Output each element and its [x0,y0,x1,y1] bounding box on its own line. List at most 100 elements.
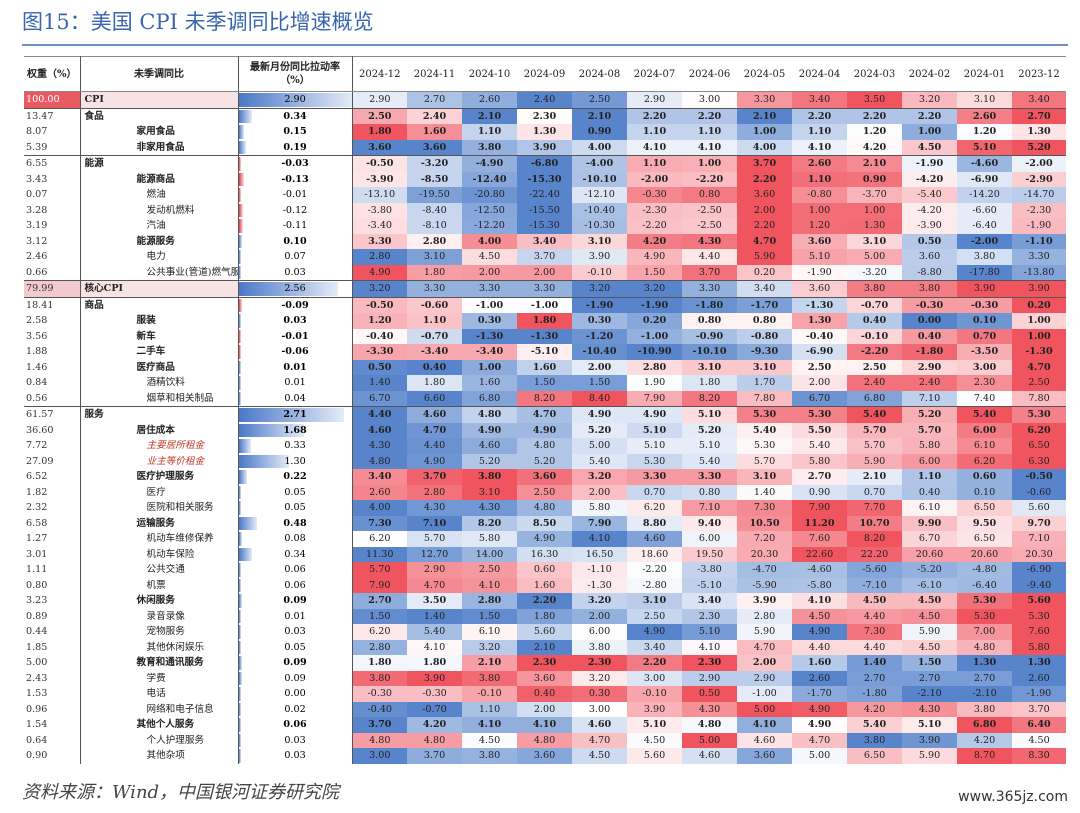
value-cell: 2.10 [462,655,517,671]
pull-bar [238,501,241,515]
item-name-cell: 居住成本 [80,422,239,438]
value-cell: 3.30 [517,280,572,297]
value-cell: -1.00 [462,296,517,313]
pull-cell: 0.07 [238,249,353,265]
value-cell: -0.40 [352,328,407,344]
pull-bar [238,609,241,623]
value-cell: 2.00 [462,264,517,281]
item-name-cell: 录音录像 [80,608,239,624]
value-cell: 0.90 [792,484,847,500]
pull-value: 0.03 [284,750,306,761]
table-row: 0.66公共事业(管道)燃气服务0.034.901.802.002.00-0.1… [24,264,1066,281]
value-cell: 1.10 [792,171,847,187]
pull-bar [238,671,242,685]
value-cell: 5.70 [737,453,792,469]
value-cell: 2.00 [737,655,792,671]
value-cell: 7.90 [572,515,627,531]
value-cell: -1.90 [902,155,957,172]
item-name-cell: 其他杂项 [80,748,239,764]
item-name-cell: 服务 [80,406,239,423]
pull-cell: 0.03 [238,264,353,281]
value-cell: 4.50 [902,593,957,609]
value-cell: 2.50 [572,91,627,108]
table-row: 0.89 录音录像 0.01 1.50 1.40 1.50 1.80 2.00 2.50 2.30… [24,608,1066,624]
value-cell: 2.90 [352,91,407,108]
value-cell: 3.20 [352,280,407,297]
item-name-cell: 新车 [80,328,239,344]
value-cell: 2.70 [957,670,1012,686]
value-cell: 7.20 [737,531,792,547]
pull-value: 2.90 [284,94,306,105]
value-cell: 1.30 [792,313,847,329]
value-cell: 2.90 [737,670,792,686]
pull-cell: 1.30 [238,453,353,469]
table-row: 3.56 新车 -0.01 -0.40 -0.70 -1.30 -1.30 -1.20 -1.0… [24,328,1066,344]
value-cell: 20.30 [1012,546,1066,562]
value-cell: 2.80 [462,593,517,609]
value-cell: 2.00 [517,264,572,281]
value-cell: 1.10 [407,313,462,329]
value-cell: 4.10 [462,577,517,593]
weight-cell: 1.88 [24,344,81,360]
value-cell: 4.60 [572,717,627,733]
value-cell: -1.00 [737,686,792,702]
value-cell: 1.10 [792,124,847,140]
value-cell: 7.30 [352,515,407,531]
value-cell: 0.40 [902,484,957,500]
value-cell: 6.80 [847,390,902,407]
value-cell: 7.80 [1012,390,1066,407]
value-cell: 4.50 [792,608,847,624]
pull-bar [238,408,345,422]
value-cell: -7.10 [847,577,902,593]
item-name-cell: 宠物服务 [80,624,239,640]
item-name-cell: 食品 [80,107,239,124]
table-row: 1.82 医疗 0.05 2.60 2.80 3.10 2.50 2.00 0.70 0.80 1.… [24,484,1066,500]
value-cell: -0.80 [737,328,792,344]
table-row: 13.47 食品 0.34 2.50 2.40 2.10 2.30 2.10 2.20 2.20 2… [24,107,1066,124]
value-cell: 6.10 [462,624,517,640]
value-cell: 1.60 [462,375,517,391]
value-cell: 1.60 [407,124,462,140]
value-cell: 2.20 [682,107,737,124]
value-cell: 5.70 [902,422,957,438]
table-row: 61.57 服务 2.71 4.40 4.60 4.80 4.70 4.90 4.90 5.10 5… [24,406,1066,423]
value-cell: 4.40 [407,438,462,454]
value-cell: 1.80 [352,655,407,671]
table-row: 5.39 非家用食品 0.19 3.60 3.60 3.80 3.90 4.00 4.10 4.1… [24,139,1066,156]
value-cell: 4.50 [572,748,627,764]
item-name-cell: 汽油 [80,218,239,234]
value-cell: 2.00 [572,608,627,624]
value-cell: -6.40 [957,577,1012,593]
pull-cell: 0.05 [238,500,353,516]
value-cell: -8.80 [902,264,957,281]
value-cell: 3.30 [682,280,737,297]
value-cell: 6.20 [352,531,407,547]
pull-value: -0.03 [281,158,309,169]
value-cell: -5.10 [682,577,737,593]
value-cell: -13.80 [1012,264,1066,281]
value-cell: -0.70 [407,701,462,717]
value-cell: 5.20 [517,453,572,469]
value-cell: 4.50 [627,732,682,748]
value-cell: 5.90 [847,453,902,469]
value-cell: 2.70 [352,593,407,609]
value-cell: 3.40 [1012,91,1066,108]
value-cell: -4.20 [902,202,957,218]
value-cell: 4.30 [902,701,957,717]
value-cell: 0.10 [957,313,1012,329]
pull-cell: 0.34 [238,107,353,124]
value-cell: -1.30 [572,577,627,593]
value-cell: 4.50 [1012,732,1066,748]
value-cell: 0.40 [902,328,957,344]
value-cell: 3.60 [517,469,572,485]
value-cell: -1.30 [792,296,847,313]
value-cell: -15.30 [517,171,572,187]
pull-value: 0.05 [284,641,306,653]
value-cell: 4.80 [352,732,407,748]
value-cell: -0.30 [352,686,407,702]
value-cell: -19.50 [407,187,462,203]
value-cell: 8.70 [957,748,1012,764]
item-name-cell: 医院和相关服务 [80,500,239,516]
value-cell: -2.20 [847,344,902,360]
weight-cell: 0.96 [24,701,81,717]
